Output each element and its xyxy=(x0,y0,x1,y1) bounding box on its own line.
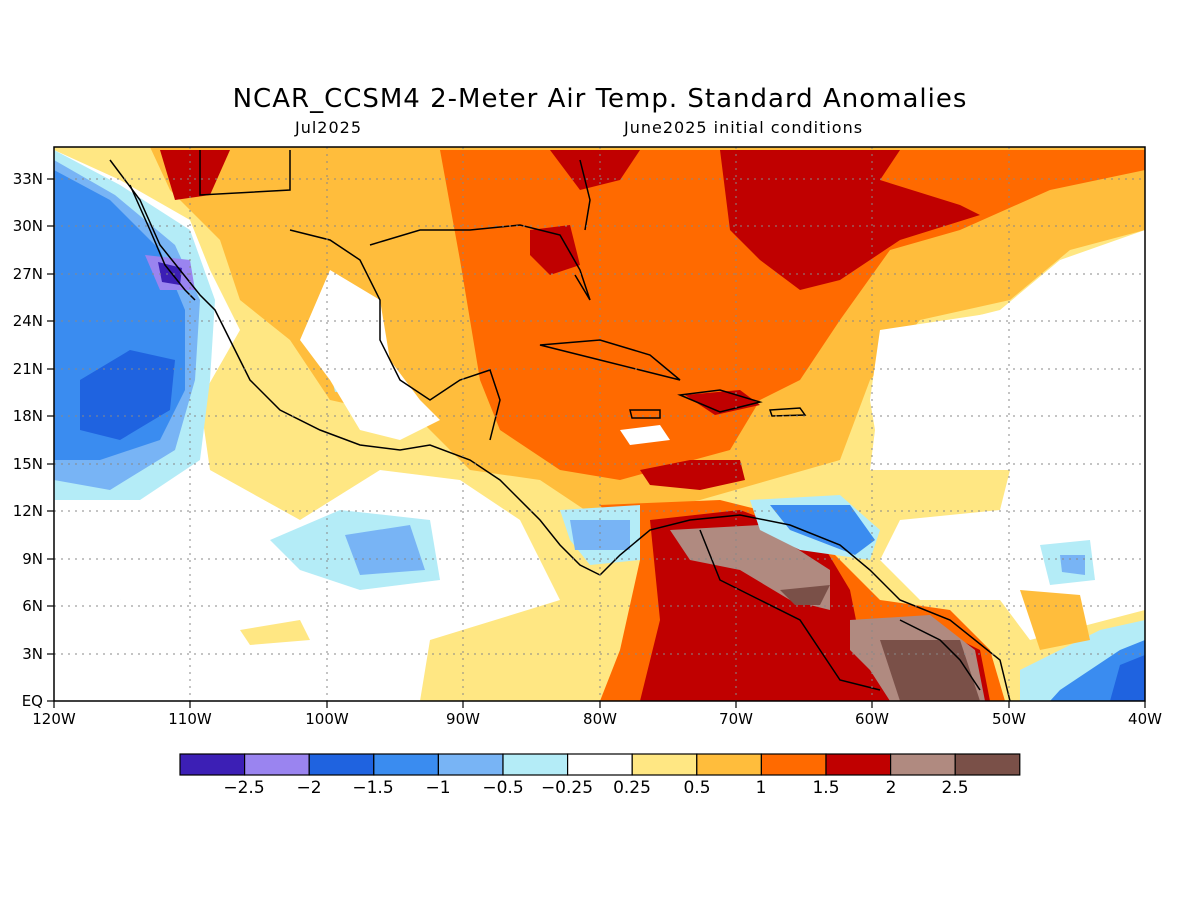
init-conditions-label: June2025 initial conditions xyxy=(624,118,864,137)
colorbar-label: −0.25 xyxy=(541,778,593,798)
warm-core-caribbean xyxy=(640,460,745,490)
colorbar-label: 0.5 xyxy=(683,778,710,798)
colorbar-swatch xyxy=(889,753,956,776)
lon-tick-labels: 120W 110W 100W 90W 80W 70W 60W 50W 40W xyxy=(32,710,1162,728)
colorbar-label: −2 xyxy=(296,778,321,798)
lat-tick-label: 3N xyxy=(22,645,43,663)
colorbar-label: 2 xyxy=(886,778,897,798)
lon-tick-label: 70W xyxy=(719,710,753,728)
anomaly-field xyxy=(54,147,1145,701)
lon-tick-label: 80W xyxy=(583,710,617,728)
colorbar-labels: −2.5 −2 −1.5 −1 −0.5 −0.25 0.25 0.5 1 1.… xyxy=(223,778,968,798)
lat-tick-labels: EQ 3N 6N 9N 12N 15N 18N 21N 24N 27N 30N … xyxy=(13,170,43,710)
warm-region-25-north xyxy=(670,525,830,610)
jamaica-island xyxy=(629,409,661,419)
map-title: NCAR_CCSM4 2-Meter Air Temp. Standard An… xyxy=(232,84,968,114)
colorbar-swatch xyxy=(502,753,569,776)
colorbar-label: 1 xyxy=(756,778,767,798)
lat-tick-label: 24N xyxy=(13,312,43,330)
lon-tick-label: 60W xyxy=(855,710,889,728)
colorbar-label: 1.5 xyxy=(812,778,839,798)
colorbar-swatch xyxy=(954,753,1021,776)
neutral-atlantic xyxy=(870,290,1145,510)
colorbar-label: −0.5 xyxy=(482,778,523,798)
mainland-coast xyxy=(109,159,1011,701)
lat-tick-label: 12N xyxy=(13,502,43,520)
colorbar-label: −1 xyxy=(425,778,450,798)
colorbar-swatch xyxy=(373,753,439,776)
gulf-of-mexico-coast xyxy=(289,229,501,441)
colorbar-label: −1.5 xyxy=(352,778,393,798)
lat-tick-label: 30N xyxy=(13,217,43,235)
cool-region-eastern-pacific-05 xyxy=(345,525,425,575)
coastlines xyxy=(109,150,1011,701)
warm-patch-atlantic xyxy=(1020,590,1090,650)
neutral-caribbean-patch xyxy=(620,425,670,445)
neutral-pacific-south xyxy=(54,500,270,610)
warm-core-southwest xyxy=(160,150,230,200)
grid-lines xyxy=(54,147,1145,701)
lon-tick-label: 120W xyxy=(32,710,76,728)
lon-tick-label: 90W xyxy=(446,710,480,728)
warm-core-florida xyxy=(530,225,580,275)
lat-tick-label: 15N xyxy=(13,455,43,473)
neutral-gulf xyxy=(300,270,440,440)
us-mexico-border xyxy=(199,150,291,196)
baja-coast xyxy=(129,184,196,301)
warm-region-3-north xyxy=(780,585,830,605)
colorbar-label: 0.25 xyxy=(613,778,651,798)
cool-region-panama-05 xyxy=(570,520,630,550)
cool-region-pacific-15 xyxy=(80,350,175,440)
colorbar-swatch xyxy=(696,753,762,776)
warm-core-east-coast xyxy=(550,150,640,190)
cool-region-atlantic-05 xyxy=(1060,555,1085,575)
east-coast xyxy=(579,159,591,231)
colorbar-label: −2.5 xyxy=(223,778,264,798)
lon-tick-label: 110W xyxy=(168,710,212,728)
colorbar-swatch xyxy=(308,753,375,776)
cool-region-venezuela-1 xyxy=(770,505,875,555)
warm-region-15 xyxy=(440,150,1145,480)
hispaniola-island xyxy=(677,389,763,413)
puerto-rico-island xyxy=(768,407,807,417)
cool-region-brazil-15 xyxy=(1110,655,1145,701)
lat-tick-label: 21N xyxy=(13,360,43,378)
lon-tick-label: 50W xyxy=(992,710,1026,728)
gulf-north-coast xyxy=(369,224,591,301)
lon-tick-label: 40W xyxy=(1128,710,1162,728)
warm-core-atlantic xyxy=(720,150,980,290)
cuba-island xyxy=(539,339,681,381)
colorbar-swatch xyxy=(244,753,310,776)
neutral-equatorial-pacific xyxy=(54,600,420,701)
colorbar-swatch xyxy=(437,753,504,776)
warm-patch-pacific xyxy=(240,620,310,645)
tick-marks xyxy=(47,178,1146,708)
lat-tick-label: 6N xyxy=(22,597,43,615)
lat-tick-label: 9N xyxy=(22,550,43,568)
guianas-borders xyxy=(899,619,981,691)
lon-tick-label: 100W xyxy=(305,710,349,728)
target-month-label: Jul2025 xyxy=(295,118,363,137)
lat-tick-label: 33N xyxy=(13,170,43,188)
lat-tick-label: 27N xyxy=(13,265,43,283)
south-america-borders xyxy=(699,529,881,691)
colorbar xyxy=(179,753,1021,776)
colorbar-swatch xyxy=(566,753,633,776)
colorbar-swatch xyxy=(179,753,246,776)
lat-tick-label: EQ xyxy=(22,692,43,710)
colorbar-swatch xyxy=(825,753,892,776)
lat-tick-label: 18N xyxy=(13,407,43,425)
colorbar-swatch xyxy=(760,753,827,776)
colorbar-label: 2.5 xyxy=(941,778,968,798)
colorbar-swatch xyxy=(631,753,698,776)
